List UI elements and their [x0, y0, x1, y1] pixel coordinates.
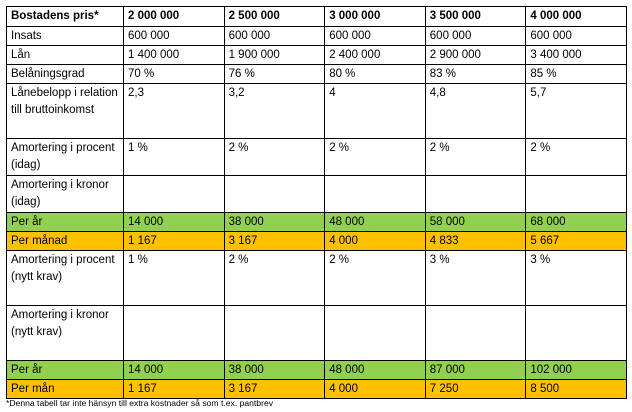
row-per-manad-idag: Per månad 1 167 3 167 4 000 4 833 5 667: [6, 231, 627, 251]
row-label: Amortering i kronor (idag): [6, 175, 124, 213]
row-insats: Insats 600 000 600 000 600 000 600 000 6…: [6, 26, 627, 46]
row-lanebelopp: Lånebelopp i relation till bruttoinkomst…: [6, 83, 627, 139]
table-cell: 600 000: [223, 26, 326, 46]
price-header: 2 500 000: [223, 6, 326, 27]
row-label: Lån: [6, 45, 124, 65]
row-per-ar-nytt: Per år 14 000 38 000 48 000 87 000 102 0…: [6, 360, 627, 380]
table-cell: 85 %: [525, 64, 627, 84]
footnote: *Denna tabell tar inte hänsyn till extra…: [6, 398, 274, 408]
price-header: 3 000 000: [324, 6, 426, 27]
table-cell: 4,8: [424, 83, 527, 139]
table-cell: [223, 175, 326, 213]
table-cell: 1 %: [123, 138, 225, 176]
row-amortering-kronor-idag: Amortering i kronor (idag): [6, 175, 627, 213]
table-cell: [424, 305, 527, 361]
table-cell: 1 167: [123, 379, 225, 399]
table-cell: 3 %: [525, 250, 627, 306]
price-header: 3 500 000: [424, 6, 527, 27]
price-header: 4 000 000: [525, 6, 627, 27]
row-label: Amortering i procent (nytt krav): [6, 250, 124, 306]
table-cell: 8 500: [525, 379, 627, 399]
table-cell: 80 %: [324, 64, 426, 84]
table-cell: 83 %: [424, 64, 527, 84]
table-cell: 4 000: [324, 379, 426, 399]
table-cell: 48 000: [324, 360, 426, 380]
table-cell: 2,3: [123, 83, 225, 139]
row-amortering-procent-idag: Amortering i procent (idag) 1 % 2 % 2 % …: [6, 138, 627, 176]
table-cell: 14 000: [123, 212, 225, 232]
table-cell: 600 000: [123, 26, 225, 46]
row-label: Per år: [6, 360, 124, 380]
row-label: Per år: [6, 212, 124, 232]
table-cell: 3 167: [223, 379, 326, 399]
row-label: Lånebelopp i relation till bruttoinkomst: [6, 83, 124, 139]
row-lan: Lån 1 400 000 1 900 000 2 400 000 2 900 …: [6, 45, 627, 65]
table-cell: 2 %: [324, 138, 426, 176]
table-cell: 2 %: [525, 138, 627, 176]
table-cell: 3,2: [223, 83, 326, 139]
table-cell: [525, 305, 627, 361]
row-belaningsgrad: Belåningsgrad 70 % 76 % 80 % 83 % 85 %: [6, 64, 627, 84]
header-row: Bostadens pris* 2 000 000 2 500 000 3 00…: [6, 6, 627, 27]
amortization-table: Bostadens pris* 2 000 000 2 500 000 3 00…: [6, 6, 627, 399]
header-label: Bostadens pris*: [6, 6, 124, 27]
table-cell: 3 %: [424, 250, 527, 306]
table-cell: 68 000: [525, 212, 627, 232]
table-cell: 1 %: [123, 250, 225, 306]
table-cell: 38 000: [223, 212, 326, 232]
table-cell: 2 %: [223, 138, 326, 176]
table-cell: 2 900 000: [424, 45, 527, 65]
table-cell: 3 167: [223, 231, 326, 251]
table-cell: [223, 305, 326, 361]
table-cell: 87 000: [424, 360, 527, 380]
row-amortering-procent-nytt: Amortering i procent (nytt krav) 1 % 2 %…: [6, 250, 627, 306]
table-cell: 38 000: [223, 360, 326, 380]
table-cell: 1 167: [123, 231, 225, 251]
row-label: Per mån: [6, 379, 124, 399]
table-cell: 1 400 000: [123, 45, 225, 65]
price-header: 2 000 000: [123, 6, 225, 27]
table-cell: 5 667: [525, 231, 627, 251]
row-label: Insats: [6, 26, 124, 46]
row-per-ar-idag: Per år 14 000 38 000 48 000 58 000 68 00…: [6, 212, 627, 232]
row-per-man-nytt: Per mån 1 167 3 167 4 000 7 250 8 500: [6, 379, 627, 399]
table-cell: 70 %: [123, 64, 225, 84]
row-amortering-kronor-nytt: Amortering i kronor (nytt krav): [6, 305, 627, 361]
table-cell: 1 900 000: [223, 45, 326, 65]
table-cell: 2 400 000: [324, 45, 426, 65]
table-cell: 5,7: [525, 83, 627, 139]
table-cell: 4: [324, 83, 426, 139]
table-cell: 4 833: [424, 231, 527, 251]
table-cell: [525, 175, 627, 213]
table-cell: [123, 175, 225, 213]
table-cell: 76 %: [223, 64, 326, 84]
table-cell: 48 000: [324, 212, 426, 232]
table-cell: 600 000: [424, 26, 527, 46]
row-label: Per månad: [6, 231, 124, 251]
table-cell: 3 400 000: [525, 45, 627, 65]
table-cell: [424, 175, 527, 213]
table-cell: 600 000: [324, 26, 426, 46]
table-cell: 2 %: [223, 250, 326, 306]
row-label: Belåningsgrad: [6, 64, 124, 84]
table-cell: 2 %: [324, 250, 426, 306]
table-cell: 7 250: [424, 379, 527, 399]
table-cell: 14 000: [123, 360, 225, 380]
row-label: Amortering i kronor (nytt krav): [6, 305, 124, 361]
table-cell: [324, 175, 426, 213]
table-cell: [324, 305, 426, 361]
table-cell: 58 000: [424, 212, 527, 232]
table-cell: [123, 305, 225, 361]
table-cell: 2 %: [424, 138, 527, 176]
table-cell: 102 000: [525, 360, 627, 380]
table-cell: 4 000: [324, 231, 426, 251]
row-label: Amortering i procent (idag): [6, 138, 124, 176]
table-cell: 600 000: [525, 26, 627, 46]
